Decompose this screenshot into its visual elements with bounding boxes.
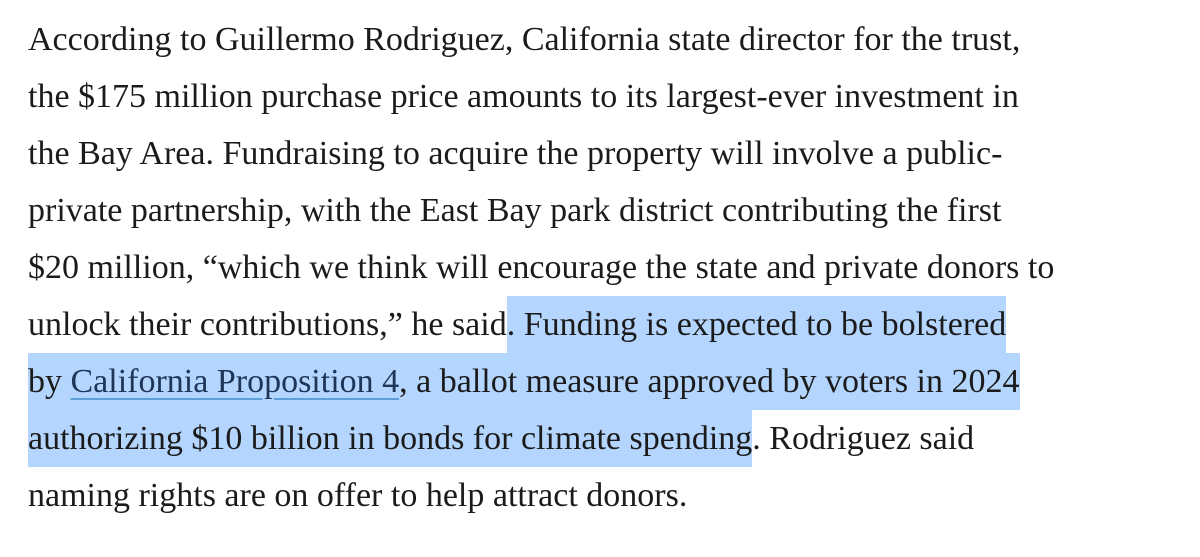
text-line: the Bay Area. Fundraising to acquire the…	[0, 125, 1200, 182]
text-line: the $175 million purchase price amounts …	[0, 68, 1200, 125]
text-line: authorizing $10 billion in bonds for cli…	[0, 410, 1200, 467]
text-span: naming rights are on offer to help attra…	[28, 477, 688, 514]
highlighted-text: by	[28, 353, 71, 410]
text-span: the $175 million purchase price amounts …	[28, 78, 1019, 115]
text-span: . Rodriguez said	[752, 420, 975, 457]
text-line: According to Guillermo Rodriguez, Califo…	[0, 11, 1200, 68]
text-line: naming rights are on offer to help attra…	[0, 467, 1200, 524]
text-line: unlock their contributions,” he said. Fu…	[0, 296, 1200, 353]
text-span: unlock their contributions,” he said	[28, 306, 507, 343]
text-line: by California Proposition 4, a ballot me…	[0, 353, 1200, 410]
highlighted-text: authorizing $10 billion in bonds for cli…	[28, 410, 753, 467]
inline-link[interactable]: California Proposition 4	[70, 353, 400, 410]
text-span: private partnership, with the East Bay p…	[28, 192, 1002, 229]
highlighted-text: , a ballot measure approved by voters in…	[399, 353, 1020, 410]
text-line: $20 million, “which we think will encour…	[0, 239, 1200, 296]
highlighted-text: . Funding is expected to be bolstered	[506, 296, 1007, 353]
text-span: the Bay Area. Fundraising to acquire the…	[28, 135, 1003, 172]
text-span: $20 million, “which we think will encour…	[28, 249, 1055, 286]
text-line: private partnership, with the East Bay p…	[0, 182, 1200, 239]
text-span: According to Guillermo Rodriguez, Califo…	[28, 21, 1021, 58]
